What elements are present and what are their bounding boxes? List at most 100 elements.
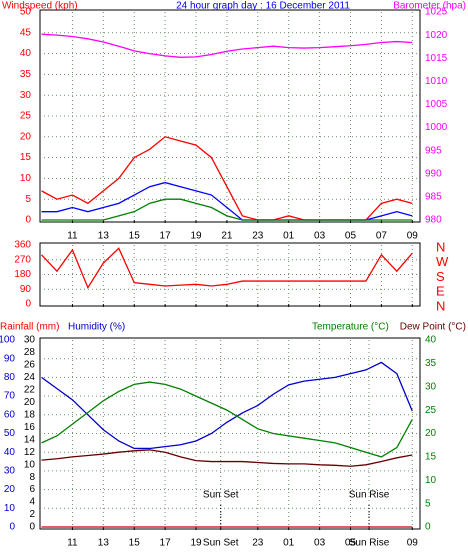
y-tick-label: 20 [20,131,32,142]
y-tick-label: 50 [4,428,16,439]
x-tick-label: 17 [160,538,172,549]
y-tick-label: 15 [20,152,32,163]
y-tick-label: 20 [4,484,16,495]
y2-tick-label: 1005 [425,99,448,110]
y-tick-label: 10 [4,503,16,514]
y-tick-label: 270 [14,254,31,265]
y-tick-label: 45 [20,27,32,38]
x-tick-label: 11 [67,231,78,242]
y3-tick-label: 30 [24,335,36,346]
y3-tick-label: 20 [24,397,36,408]
y2-tick-label: N [436,298,445,313]
y2-tick-label: E [436,284,445,299]
y2-tick-label: 1010 [425,76,448,87]
y2-tick-label: N [436,239,445,254]
x-tick-label: 15 [129,231,141,242]
y2-tick-label: 985 [425,192,442,203]
x-tick-label: Sun Rise [349,538,390,549]
x-tick-label: 23 [252,538,264,549]
x-tick-label: 05 [345,231,357,242]
series-line [41,381,413,458]
y2-tick-label: 35 [425,358,437,369]
x-tick-label: Sun Set [203,538,239,549]
y3-tick-label: 24 [24,372,36,383]
y-tick-label: 5 [25,194,31,205]
wind-axis-title: Windspeed (kph) [2,1,78,12]
y3-tick-label: 26 [24,360,36,371]
y2-tick-label: S [436,269,445,284]
y2-tick-label: 1025 [425,7,448,18]
y3-tick-label: 6 [29,484,35,495]
y-tick-label: 0 [9,522,15,533]
y-tick-label: 30 [20,90,32,101]
x-tick-label: 21 [221,231,233,242]
chart-title: 24 hour graph day : 16 December 2011 [176,1,350,12]
y2-tick-label: 20 [425,428,437,439]
y2-tick-label: 5 [425,498,431,509]
x-tick-label: 11 [67,538,78,549]
y3-tick-label: 12 [24,447,36,458]
y3-tick-label: 16 [24,422,36,433]
y-tick-label: 35 [20,69,32,80]
x-tick-label: 03 [314,231,326,242]
y-tick-label: 80 [4,372,16,383]
y3-tick-label: 28 [24,347,36,358]
y2-tick-label: 30 [425,381,437,392]
y-tick-label: 25 [20,111,32,122]
y-tick-label: 70 [4,391,16,402]
x-tick-label: 07 [376,231,388,242]
y-tick-label: 10 [20,173,32,184]
series-line [41,198,413,221]
y3-tick-label: 8 [29,472,35,483]
y-tick-label: 50 [20,7,32,18]
x-tick-label: 09 [407,538,419,549]
y2-tick-label: 1000 [425,122,448,133]
y3-tick-label: 0 [29,522,35,533]
x-tick-label: 15 [129,538,141,549]
y2-tick-label: 25 [425,405,437,416]
x-tick-label: 17 [160,231,172,242]
y-tick-label: 180 [14,269,31,280]
y2-tick-label: 40 [425,335,437,346]
x-tick-label: 23 [252,231,264,242]
y2-tick-label: W [436,254,449,269]
y3-tick-label: 18 [24,409,36,420]
y3-tick-label: 2 [29,509,35,520]
y2-tick-label: 1015 [425,53,448,64]
temperature-axis-title: Temperature (°C) [312,322,389,333]
x-tick-label: 05 [345,538,357,549]
y-tick-label: 40 [20,48,32,59]
series-line [41,449,413,467]
x-tick-label: 01 [283,538,295,549]
y3-tick-label: 14 [24,434,36,445]
y-tick-label: 0 [25,299,31,310]
x-tick-label: 01 [283,231,295,242]
x-tick-label: 13 [98,231,110,242]
humidity-axis-title: Humidity (%) [68,322,125,333]
y3-tick-label: 10 [24,459,36,470]
y2-tick-label: 10 [425,475,437,486]
y-tick-label: 90 [4,353,16,364]
annotation-label: Sun Rise [349,490,390,501]
x-tick-label: 03 [314,538,326,549]
y2-tick-label: 995 [425,145,442,156]
x-tick-label: 09 [407,231,419,242]
series-line [41,361,413,450]
series-line [41,33,413,58]
y2-tick-label: 0 [425,522,431,533]
y-tick-label: 100 [0,335,15,346]
y3-tick-label: 4 [29,497,35,508]
dewpoint-axis-title: Dew Point (°C) [400,322,466,333]
y-tick-label: 40 [4,447,16,458]
x-tick-label: 19 [190,231,202,242]
x-tick-label: 13 [98,538,110,549]
y-tick-label: 90 [20,284,32,295]
barometer-axis-title: Barometer (hpa) [393,1,466,12]
y2-tick-label: 15 [425,452,437,463]
y-tick-label: 30 [4,466,16,477]
y3-tick-label: 22 [24,385,36,396]
y-tick-label: 60 [4,409,16,420]
annotation-label: Sun Set [203,490,239,501]
